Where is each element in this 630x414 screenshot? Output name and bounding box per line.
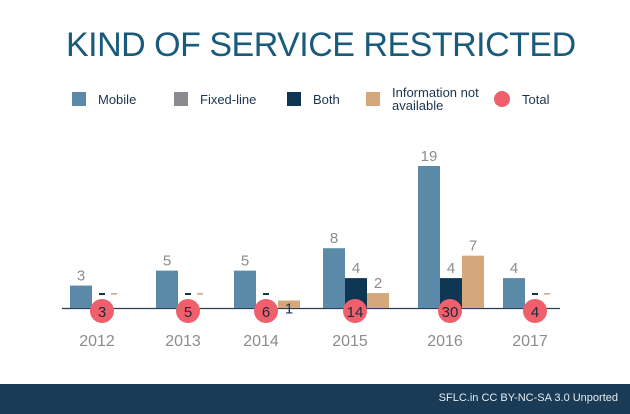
data-label-info-not-available-2016: 7: [469, 238, 477, 255]
x-tick-label-2014: 2014: [243, 333, 279, 350]
legend-label-mobile: Mobile: [98, 91, 137, 107]
legend-label-both: Both: [313, 91, 340, 107]
data-label-mobile-2014: 5: [241, 253, 249, 270]
total-label-2017: 4: [531, 304, 539, 321]
total-marker-2015: [343, 299, 367, 323]
legend-item-info-not-available: Information not available: [366, 86, 482, 112]
legend-swatch-both: [287, 92, 301, 106]
data-label-both-2016: 4: [447, 260, 455, 277]
legend-swatch-mobile: [72, 92, 86, 106]
legend-item-fixed-line: Fixed-line: [174, 92, 256, 106]
bar-mobile-2016: [418, 166, 440, 308]
bar-mobile-2013: [156, 270, 178, 308]
data-label-mobile-2016: 19: [421, 148, 438, 165]
legend-item-total: Total: [494, 91, 549, 107]
bar-info-not-available-2014: [278, 300, 300, 308]
dash-both-2017: [532, 293, 538, 295]
legend-label-fixed-line: Fixed-line: [200, 91, 257, 107]
data-label-info-not-available-2014: 1: [285, 301, 293, 318]
bar-mobile-2012: [70, 285, 92, 308]
x-tick-label-2013: 2013: [165, 333, 201, 350]
legend-swatch-fixed-line: [174, 92, 188, 106]
footer-bar: SFLC.in CC BY-NC-SA 3.0 Unported: [0, 384, 630, 414]
dash-info-not-available-2013: [197, 293, 203, 295]
total-marker-2014: [254, 299, 278, 323]
data-label-mobile-2012: 3: [77, 268, 85, 285]
legend-item-mobile: Mobile: [72, 92, 136, 106]
legend-label-total: Total: [522, 91, 550, 107]
total-label-2013: 5: [184, 304, 192, 321]
legend-swatch-total: [494, 91, 510, 107]
data-label-mobile-2015: 8: [330, 230, 338, 247]
legend-swatch-info-not-available: [366, 92, 380, 106]
x-tick-label-2015: 2015: [332, 333, 368, 350]
bar-info-not-available-2015: [367, 293, 389, 308]
legend: Mobile Fixed-line Both Information not a…: [0, 0, 630, 120]
bar-info-not-available-2016: [462, 255, 484, 308]
total-marker-2016: [438, 299, 462, 323]
dash-both-2013: [185, 293, 191, 295]
dash-both-2012: [99, 293, 105, 295]
legend-item-both: Both: [287, 92, 340, 106]
data-label-mobile-2017: 4: [510, 260, 518, 277]
x-tick-label-2012: 2012: [79, 333, 115, 350]
dash-info-not-available-2017: [544, 293, 550, 295]
data-label-both-2015: 4: [352, 260, 360, 277]
x-tick-label-2017: 2017: [512, 333, 548, 350]
total-label-2016: 30: [442, 304, 459, 321]
chart-title: KIND OF SERVICE RESTRICTED: [66, 26, 576, 64]
legend-label-info-not-available: Information not available: [392, 85, 479, 113]
data-label-mobile-2013: 5: [163, 253, 171, 270]
chart-plot-area: 3320125520135162014842142015194730201644…: [62, 148, 560, 350]
total-label-2012: 3: [98, 304, 106, 321]
total-marker-2012: [90, 299, 114, 323]
total-marker-2017: [523, 299, 547, 323]
total-label-2015: 14: [347, 304, 364, 321]
footer-credit: SFLC.in CC BY-NC-SA 3.0 Unported: [438, 392, 618, 404]
bar-mobile-2017: [503, 278, 525, 308]
dash-both-2014: [263, 293, 269, 295]
data-label-info-not-available-2015: 2: [374, 275, 382, 292]
x-tick-label-2016: 2016: [427, 333, 463, 350]
dash-info-not-available-2012: [111, 293, 117, 295]
bar-mobile-2015: [323, 248, 345, 308]
total-marker-2013: [176, 299, 200, 323]
bar-mobile-2014: [234, 270, 256, 308]
total-label-2014: 6: [262, 304, 270, 321]
